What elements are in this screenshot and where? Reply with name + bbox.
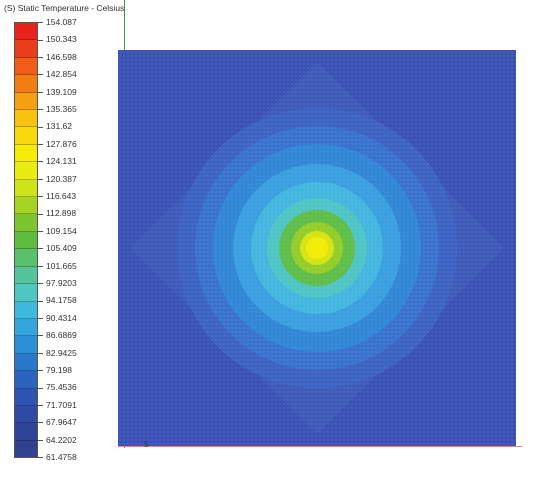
- color-scale-bar: [14, 22, 38, 458]
- legend-tick-label: 64.2202: [38, 435, 77, 445]
- horizontal-axis-line: [118, 446, 522, 447]
- legend-tick-label: 116.643: [38, 191, 76, 201]
- legend-tick-label: 101.665: [38, 261, 77, 271]
- legend-swatch: [15, 214, 37, 232]
- legend-tick-label: 105.409: [38, 243, 77, 253]
- legend-swatch: [15, 440, 37, 458]
- legend-tick-label: 71.7091: [38, 400, 77, 410]
- legend-swatch: [15, 57, 37, 76]
- legend-tick-label: 112.898: [38, 208, 76, 218]
- legend-swatch: [15, 405, 37, 424]
- legend-tick-label: 146.598: [38, 52, 77, 62]
- legend-tick-label: 79.198: [38, 365, 72, 375]
- legend-swatch: [15, 162, 37, 180]
- legend-swatch: [15, 353, 37, 372]
- legend-swatch: [15, 284, 37, 302]
- legend-tick-label: 109.154: [38, 226, 77, 236]
- legend-swatch: [15, 318, 37, 337]
- legend-tick-label: 61.4758: [38, 452, 77, 462]
- legend-swatch: [15, 110, 37, 128]
- legend-swatch: [15, 40, 37, 58]
- legend-swatch: [15, 75, 37, 93]
- legend-tick-label: 67.9647: [38, 417, 77, 427]
- legend-tick-label: 154.087: [38, 17, 77, 27]
- legend-tick-label: 127.876: [38, 139, 77, 149]
- legend-tick-label: 120.387: [38, 174, 77, 184]
- legend-tick-label: 131.62: [38, 121, 72, 131]
- legend-tick-label: 150.343: [38, 34, 77, 44]
- legend-swatch: [15, 388, 37, 406]
- legend-tick-label: 94.1758: [38, 295, 77, 305]
- legend-swatch: [15, 249, 37, 267]
- legend-swatch: [15, 423, 37, 441]
- legend-swatch: [15, 301, 37, 319]
- legend-tick-label: 90.4314: [38, 313, 77, 323]
- legend-swatch: [15, 144, 37, 163]
- legend-tick-label: 135.365: [38, 104, 77, 114]
- legend-tick-label: 124.131: [38, 156, 77, 166]
- axis-origin-label: 5: [144, 440, 149, 449]
- legend-swatch: [15, 179, 37, 198]
- legend-swatch: [15, 197, 37, 215]
- temperature-contour-plot: [118, 50, 516, 446]
- legend-tick-label: 82.9425: [38, 348, 77, 358]
- color-scale-labels: 154.087 150.343 146.598 142.854 139.109 135.3…: [38, 17, 128, 462]
- legend-tick-label: 142.854: [38, 69, 77, 79]
- legend-swatch: [15, 371, 37, 389]
- legend-tick-label: 139.109: [38, 87, 77, 97]
- legend-swatch: [15, 266, 37, 285]
- legend-swatch: [15, 92, 37, 111]
- legend-swatch: [15, 231, 37, 250]
- legend-tick-label: 86.6869: [38, 330, 77, 340]
- legend-swatch: [15, 127, 37, 145]
- legend-swatch: [15, 23, 37, 41]
- legend-tick-label: 75.4536: [38, 382, 77, 392]
- legend-tick-label: 97.9203: [38, 278, 77, 288]
- legend-swatch: [15, 336, 37, 354]
- legend-title: (S) Static Temperature - Celsius: [4, 3, 125, 13]
